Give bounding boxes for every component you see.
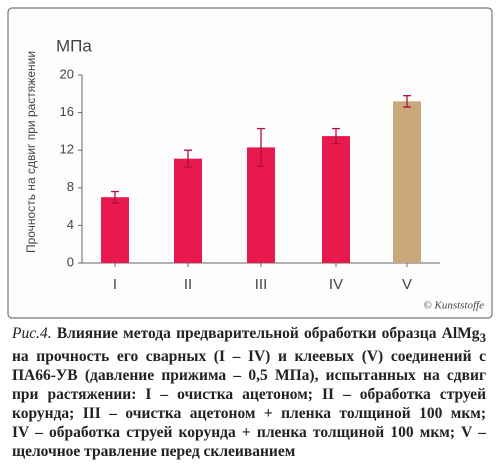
x-tick-label: II (184, 276, 192, 293)
x-tick-label: III (255, 276, 268, 293)
caption-line: щелочное травление перед склеиванием (12, 443, 296, 461)
y-unit: МПа (56, 36, 92, 55)
caption-line: при растяжении: I – очистка ацетоном; II… (12, 386, 486, 404)
error-bar (403, 95, 411, 108)
figure-label: Рис.4. (12, 325, 52, 342)
bar (101, 197, 129, 263)
caption-line: IV – обработка струей корунда + пленка т… (12, 424, 486, 442)
caption-line: корунда; III – очистка ацетоном + пленка… (12, 405, 486, 423)
y-axis-title: Прочность на сдвиг при растяжении (24, 51, 38, 253)
bar (322, 136, 350, 263)
bar (393, 101, 421, 263)
caption-line: на прочность его сварных (I – IV) и клее… (12, 348, 486, 366)
y-tick-label: 12 (60, 142, 74, 157)
caption-line: ПА66-УВ (давление прижима – 0,5 МПа), ис… (12, 367, 486, 385)
error-bar (184, 149, 192, 168)
y-tick-label: 8 (67, 179, 74, 194)
y-tick-label: 4 (67, 217, 74, 232)
bar (174, 158, 202, 263)
chart: МПа Прочность на сдвиг при растяжении © … (7, 7, 493, 319)
x-tick-label: V (402, 276, 412, 293)
y-tick-label: 20 (60, 66, 74, 81)
error-bar (257, 127, 265, 167)
error-bar (332, 127, 340, 145)
caption-title: Влияние метода предварительной обработки… (56, 325, 480, 342)
credit: © Kunststoffe (423, 300, 484, 312)
y-tick-label: 0 (67, 254, 74, 269)
x-tick-label: I (113, 276, 117, 293)
caption: Рис.4. Влияние метода предварительной об… (12, 324, 486, 461)
caption-subscript: 3 (479, 330, 487, 346)
x-tick-label: IV (329, 276, 343, 293)
y-tick-label: 16 (60, 104, 74, 119)
error-bar (111, 190, 119, 204)
